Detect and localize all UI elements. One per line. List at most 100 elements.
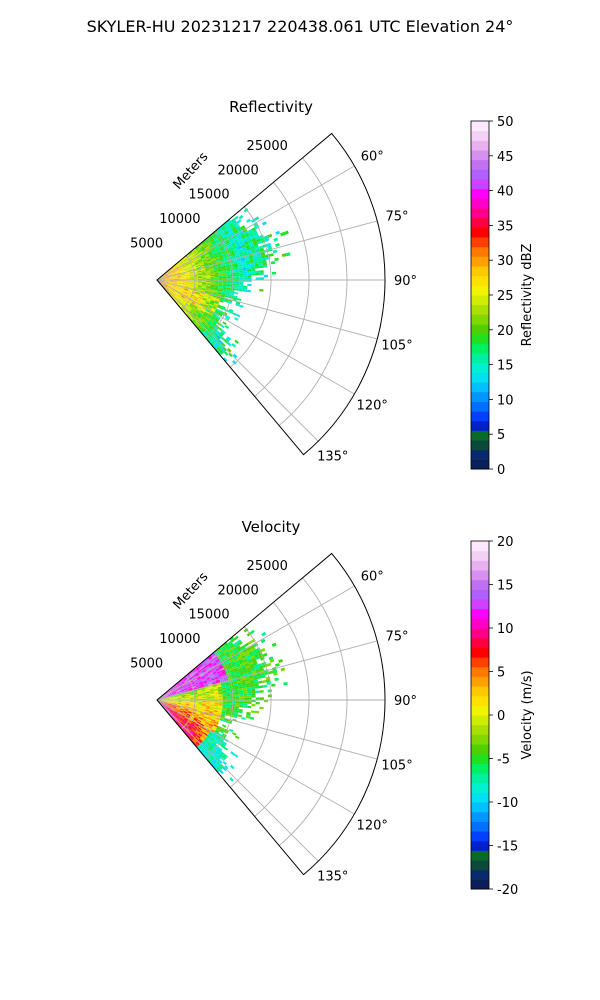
echo-cell bbox=[194, 736, 199, 741]
colorbar-tick-label: 5 bbox=[497, 666, 505, 681]
echo-cell bbox=[190, 315, 194, 320]
echo-cell bbox=[212, 753, 217, 758]
echo-cell bbox=[181, 695, 186, 697]
echo-cell bbox=[216, 680, 221, 684]
echo-cell bbox=[191, 728, 195, 733]
echo-cell bbox=[233, 753, 239, 758]
echo-cell bbox=[185, 695, 190, 697]
echo-cell bbox=[220, 751, 225, 756]
echo-cell bbox=[222, 285, 227, 288]
echo-cell bbox=[253, 256, 258, 260]
echo-cell bbox=[201, 729, 206, 733]
echo-cell bbox=[172, 713, 176, 717]
echo-cell bbox=[189, 282, 194, 284]
echo-cell bbox=[244, 663, 250, 667]
echo-cell bbox=[167, 292, 171, 296]
echo-cell bbox=[205, 238, 210, 243]
echo-cell bbox=[221, 685, 226, 689]
echo-cell bbox=[173, 699, 178, 700]
echo-cell bbox=[223, 258, 229, 262]
echo-cell bbox=[203, 751, 208, 756]
echo-cell bbox=[197, 692, 202, 695]
echo-cell bbox=[210, 317, 215, 321]
echo-cell bbox=[165, 280, 170, 282]
echo-cell bbox=[253, 662, 258, 666]
echo-cell bbox=[205, 690, 210, 693]
echo-cell bbox=[170, 268, 175, 271]
echo-cell bbox=[243, 271, 248, 274]
echo-cell bbox=[214, 706, 219, 709]
echo-cell bbox=[228, 308, 234, 313]
echo-cell bbox=[217, 733, 223, 737]
echo-cell bbox=[222, 275, 227, 277]
echo-cell bbox=[194, 716, 199, 720]
echo-cell bbox=[177, 695, 182, 697]
echo-cell bbox=[240, 664, 246, 668]
echo-cell bbox=[173, 264, 177, 268]
echo-cell bbox=[169, 281, 174, 283]
colorbar-swatch bbox=[471, 850, 489, 861]
echo-cell bbox=[182, 264, 187, 267]
echo-cell bbox=[164, 283, 169, 286]
echo-cell bbox=[168, 273, 173, 276]
echo-cell bbox=[175, 269, 180, 272]
echo-cell bbox=[239, 253, 245, 257]
echo-cell bbox=[207, 758, 212, 763]
echo-cell bbox=[189, 701, 194, 703]
echo-cell bbox=[179, 717, 184, 721]
echo-cell bbox=[179, 290, 184, 293]
echo-cell bbox=[187, 312, 192, 317]
echo-cell bbox=[187, 292, 192, 295]
echo-cell bbox=[170, 289, 175, 292]
echo-cell bbox=[206, 661, 211, 665]
echo-cell bbox=[201, 720, 206, 724]
echo-cell bbox=[164, 275, 169, 277]
echo-cell bbox=[259, 272, 264, 276]
echo-cell bbox=[186, 727, 191, 732]
echo-cell bbox=[203, 683, 209, 686]
echo-cell bbox=[160, 696, 165, 699]
colorbar-swatch bbox=[471, 208, 489, 219]
echo-cell bbox=[177, 274, 182, 276]
colorbar-tick-label: 20 bbox=[497, 535, 514, 550]
echo-cell bbox=[228, 667, 234, 671]
echo-cell bbox=[174, 266, 179, 270]
echo-cell bbox=[188, 270, 194, 273]
echo-cell bbox=[217, 712, 222, 715]
colorbar-swatch bbox=[471, 560, 489, 571]
echo-cell bbox=[271, 642, 277, 647]
echo-cell bbox=[181, 694, 186, 697]
echo-cell bbox=[168, 274, 173, 276]
echo-cell bbox=[214, 758, 219, 763]
echo-cell bbox=[172, 691, 176, 694]
echo-cell bbox=[204, 738, 209, 742]
echo-cell bbox=[235, 276, 240, 279]
echo-cell bbox=[161, 698, 166, 700]
echo-cell bbox=[207, 727, 212, 731]
echo-cell bbox=[176, 691, 181, 694]
echo-cell bbox=[169, 278, 174, 280]
echo-cell bbox=[221, 342, 226, 347]
echo-cell bbox=[226, 271, 231, 274]
echo-cell bbox=[206, 283, 211, 285]
echo-cell bbox=[220, 231, 225, 236]
echo-cell bbox=[210, 692, 215, 694]
echo-cell bbox=[209, 707, 215, 709]
echo-cell bbox=[200, 667, 205, 671]
echo-cell bbox=[226, 278, 231, 280]
echo-cell bbox=[163, 285, 167, 288]
echo-cell bbox=[267, 245, 272, 250]
echo-cell bbox=[260, 638, 266, 644]
echo-cell bbox=[219, 667, 225, 671]
echo-cell bbox=[209, 708, 214, 711]
echo-cell bbox=[246, 647, 251, 651]
echo-cell bbox=[189, 284, 194, 286]
echo-cell bbox=[185, 280, 190, 282]
echo-cell bbox=[222, 272, 227, 274]
echo-cell bbox=[183, 677, 187, 681]
echo-cell bbox=[163, 284, 168, 288]
echo-cell bbox=[180, 716, 185, 720]
echo-cell bbox=[185, 701, 190, 703]
echo-cell bbox=[178, 298, 183, 302]
echo-cell bbox=[173, 276, 178, 278]
